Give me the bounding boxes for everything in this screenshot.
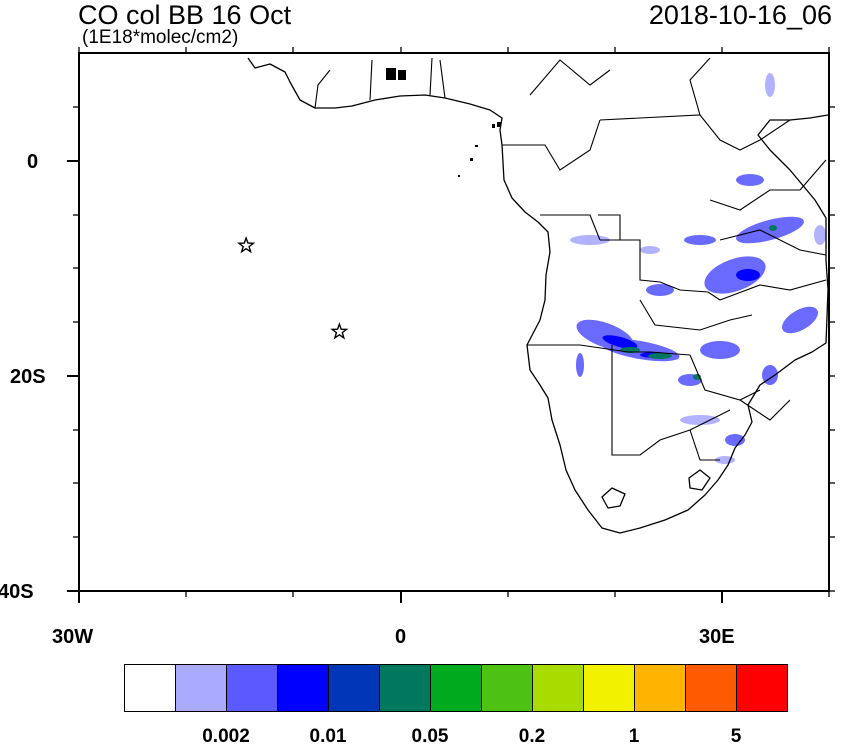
colorbar-label: 0.05	[411, 726, 449, 747]
x-tick-label-30w: 30W	[52, 626, 94, 648]
units-label: (1E18*molec/cm2)	[82, 27, 239, 48]
colorbar-swatch	[685, 664, 737, 712]
colorbar-swatch	[430, 664, 482, 712]
colorbar-swatch	[226, 664, 278, 712]
colorbar-label: 1	[628, 726, 640, 747]
colorbar-label: 5	[730, 726, 742, 747]
x-tick-label-0: 0	[395, 626, 407, 648]
star-marker-2	[330, 322, 349, 340]
colorbar-swatch	[634, 664, 686, 712]
colorbar-swatch	[583, 664, 635, 712]
y-tick-label-20s: 20S	[10, 366, 46, 388]
colorbar-swatch	[124, 664, 176, 712]
colorbar-swatch	[277, 664, 329, 712]
colorbar-swatch	[532, 664, 584, 712]
colorbar-label: 0.01	[309, 726, 347, 747]
y-tick-label-0: 0	[27, 151, 39, 173]
co-plume-layer	[570, 73, 826, 464]
colorbar-swatch	[328, 664, 380, 712]
map-frame	[78, 52, 830, 592]
x-tick-label-30e: 30E	[699, 626, 735, 648]
datetime-label: 2018-10-16_06	[648, 0, 832, 30]
colorbar-swatch	[175, 664, 227, 712]
island-dots	[386, 68, 501, 177]
colorbar-label: 0.2	[518, 726, 546, 747]
star-marker-1	[237, 236, 256, 254]
country-borders	[314, 57, 827, 461]
colorbar-swatch	[379, 664, 431, 712]
colorbar-label: 0.002	[202, 726, 250, 747]
coastline	[247, 57, 829, 534]
minor-ticks	[73, 47, 835, 597]
map-title: CO col BB 16 Oct	[78, 0, 292, 30]
colorbar-swatch	[481, 664, 533, 712]
y-tick-label-40s: 40S	[0, 581, 34, 603]
axis-ticks	[67, 160, 723, 603]
colorbar-swatch	[736, 664, 788, 712]
markers-layer	[237, 236, 349, 340]
